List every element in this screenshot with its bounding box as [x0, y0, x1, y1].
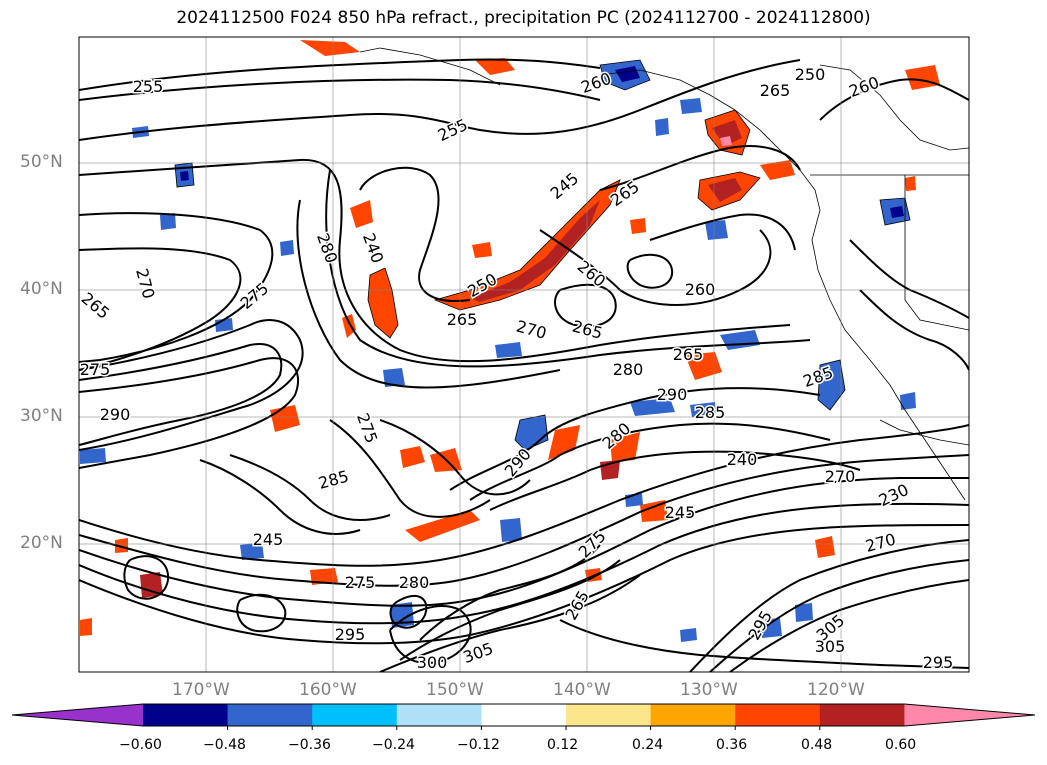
contour-label: 265 — [760, 81, 791, 100]
contour-label: 275 — [345, 573, 376, 592]
colorbar-extend-max — [904, 704, 1035, 726]
contour-label: 245 — [665, 503, 696, 522]
contour-label: 270 — [825, 467, 856, 486]
colorbar-tick-label: 0.60 — [885, 737, 917, 753]
lon-label-120w: 120°W — [807, 680, 865, 700]
contour-label: 265 — [673, 345, 704, 364]
colorbar-segment — [143, 704, 229, 726]
map-panel — [79, 37, 969, 672]
contour-label: 280 — [613, 360, 644, 379]
colorbar-tick-label: −0.36 — [288, 737, 331, 753]
graticule — [79, 37, 969, 672]
colorbar-segment — [396, 704, 482, 726]
colorbar-segment — [735, 704, 821, 726]
contour-label: 240 — [727, 450, 758, 469]
contour-label: 285 — [695, 403, 726, 422]
map-title: 2024112500 F024 850 hPa refract., precip… — [176, 8, 871, 28]
lon-label-140w: 140°W — [553, 680, 611, 700]
lat-label-30: 30°N — [20, 406, 63, 426]
lat-label-20: 20°N — [20, 533, 63, 553]
colorbar-tick-label: 0.36 — [716, 737, 748, 753]
colorbar-tick-label: 0.12 — [547, 737, 579, 753]
colorbar-tick-label: −0.12 — [457, 737, 500, 753]
lat-label-50: 50°N — [20, 152, 63, 172]
colorbar-tick-label: −0.24 — [372, 737, 415, 753]
colorbar-tick-label: −0.60 — [119, 737, 162, 753]
colorbar-outline — [11, 703, 1036, 727]
colorbar-segment — [566, 704, 652, 726]
colorbar-extend-min — [12, 704, 143, 726]
contour-label: 290 — [100, 405, 131, 424]
colorbar-segment — [481, 704, 567, 726]
contour-label: 295 — [923, 653, 954, 672]
contour-label: 250 — [795, 65, 826, 84]
contour-label: 280 — [399, 573, 430, 592]
lon-label-160w: 160°W — [299, 680, 357, 700]
contour-label: 305 — [815, 637, 846, 656]
contour-label: 295 — [335, 625, 366, 644]
colorbar-segment — [650, 704, 736, 726]
contour-label: 265 — [447, 310, 478, 329]
lat-label-40: 40°N — [20, 279, 63, 299]
colorbar-segment — [819, 704, 905, 726]
contour-label: 245 — [253, 530, 284, 549]
colorbar-tick-label: 0.24 — [632, 737, 664, 753]
lon-label-150w: 150°W — [426, 680, 484, 700]
lon-label-170w: 170°W — [172, 680, 230, 700]
contour-label: 300 — [417, 653, 448, 672]
colorbar-segment — [312, 704, 398, 726]
colorbar — [11, 703, 1036, 730]
contour-label: 260 — [685, 280, 716, 299]
colorbar-tick-label: −0.48 — [203, 737, 246, 753]
colorbar-segment — [227, 704, 313, 726]
contour-label: 275 — [80, 360, 111, 379]
lon-label-130w: 130°W — [680, 680, 738, 700]
contour-label: 255 — [133, 77, 164, 96]
colorbar-tick-label: 0.48 — [801, 737, 833, 753]
map-frame — [78, 36, 970, 673]
contour-label: 290 — [657, 385, 688, 404]
